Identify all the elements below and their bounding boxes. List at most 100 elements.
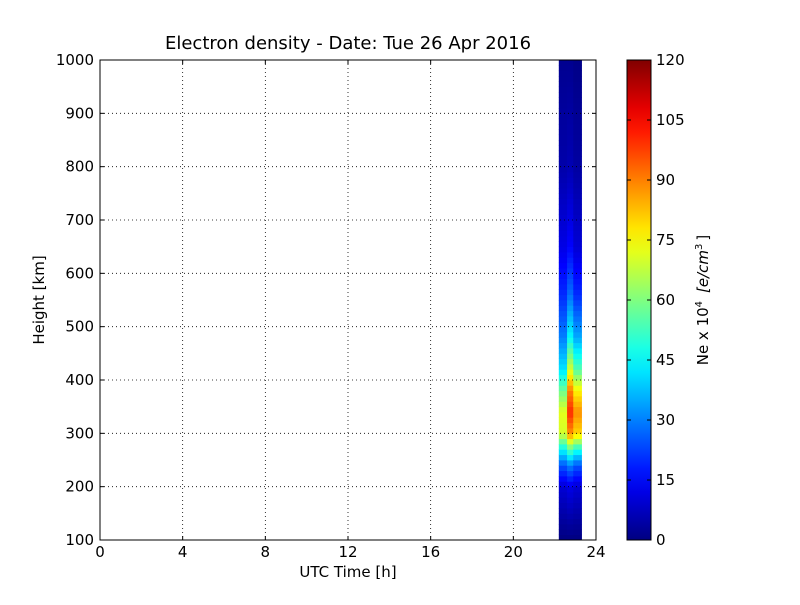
- heatmap-cell: [558, 524, 568, 530]
- heatmap-cell: [558, 369, 568, 376]
- heatmap-cell: [558, 161, 568, 168]
- heatmap-cell: [558, 518, 568, 525]
- y-axis-ticks: 100 200 300 400 500 600 700 800 900 1000: [56, 51, 596, 549]
- heatmap-cell: [558, 497, 568, 504]
- heatmap-cell: [573, 230, 582, 237]
- heatmap-cell: [573, 337, 582, 344]
- heatmap-cell: [567, 134, 574, 141]
- heatmap-cell: [558, 316, 568, 322]
- heatmap-cell: [558, 337, 568, 344]
- heatmap-cell: [573, 198, 582, 205]
- heatmap-cell: [573, 60, 582, 66]
- heatmap-cell: [567, 246, 574, 253]
- heatmap-cell: [573, 513, 582, 520]
- heatmap-cell: [573, 321, 582, 328]
- heatmap-cell: [573, 300, 582, 306]
- colorbar-tick-label: 60: [656, 291, 675, 309]
- heatmap-cell: [558, 145, 568, 152]
- heatmap-cell: [567, 476, 574, 482]
- plot-area: 0 4 8 12 16 20 24 1002003004005006007008009001…: [56, 51, 606, 561]
- heatmap-cell: [573, 252, 582, 258]
- heatmap-cell: [573, 438, 582, 445]
- heatmap-cell: [558, 108, 568, 114]
- heatmap-cell: [567, 145, 574, 152]
- heatmap-cell: [573, 369, 582, 376]
- x-tick-label: 8: [261, 543, 271, 561]
- heatmap-cell: [558, 513, 568, 520]
- heatmap-cell: [573, 182, 582, 189]
- heatmap-cell: [573, 236, 582, 242]
- heatmap-cell: [573, 97, 582, 104]
- heatmap-cell: [573, 156, 582, 162]
- heatmap-cell: [567, 113, 574, 120]
- heatmap-cell: [558, 60, 568, 66]
- heatmap-cell: [573, 204, 582, 210]
- heatmap-cell: [573, 241, 582, 248]
- heatmap-cell: [567, 406, 574, 413]
- heatmap-cell: [558, 374, 568, 381]
- y-tick-label: 900: [65, 104, 94, 122]
- heatmap-cell: [558, 65, 568, 72]
- heatmap-cell: [567, 486, 574, 493]
- heatmap-cell: [558, 353, 568, 360]
- heatmap-cell: [567, 481, 574, 488]
- heatmap-cell: [573, 460, 582, 466]
- heatmap-cell: [567, 225, 574, 232]
- heatmap-cell: [567, 465, 574, 472]
- heatmap-cell: [573, 492, 582, 498]
- heatmap-cell: [567, 326, 574, 333]
- heatmap-cell: [573, 140, 582, 146]
- colorbar-label-units-close: ]: [694, 235, 712, 241]
- heatmap-cell: [558, 86, 568, 93]
- heatmap-cell: [567, 182, 574, 189]
- heatmap-cell: [567, 305, 574, 312]
- heatmap-cell: [567, 454, 574, 461]
- heatmap-cell: [558, 278, 568, 285]
- heatmap-cell: [567, 438, 574, 445]
- y-tick-label: 1000: [56, 51, 94, 69]
- colorbar-tick-label: 105: [656, 111, 685, 129]
- colorbar-tick-label: 120: [656, 51, 685, 69]
- heatmap-cell: [567, 289, 574, 296]
- heatmap-cell: [567, 129, 574, 136]
- x-tick-label: 24: [586, 543, 605, 561]
- heatmap-cell: [567, 278, 574, 285]
- heatmap-cell: [567, 252, 574, 258]
- colorbar-label-exponent: 4: [694, 301, 705, 307]
- heatmap-cell: [558, 358, 568, 365]
- heatmap-cell: [558, 433, 568, 440]
- heatmap-cell: [558, 310, 568, 317]
- heatmap-cell: [567, 81, 574, 88]
- colorbar-tick-label: 45: [656, 351, 675, 369]
- heatmap-cell: [567, 284, 574, 290]
- y-tick-label: 600: [65, 264, 94, 282]
- heatmap-cell: [567, 412, 574, 418]
- heatmap-cell: [573, 518, 582, 525]
- heatmap-cell: [567, 86, 574, 93]
- heatmap-cell: [558, 118, 568, 125]
- heatmap-cell: [573, 76, 582, 82]
- colorbar-ticks: 0 15 30 45 60 75 90 105 120: [627, 51, 685, 549]
- heatmap-cell: [567, 204, 574, 210]
- heatmap-cell: [573, 374, 582, 381]
- heatmap-cell: [567, 380, 574, 386]
- heatmap-cell: [573, 332, 582, 338]
- heatmap-cell: [567, 342, 574, 349]
- heatmap-cell: [567, 108, 574, 114]
- heatmap-cell: [558, 102, 568, 109]
- heatmap-cell: [558, 390, 568, 397]
- heatmap-cell: [567, 513, 574, 520]
- heatmap-cell: [558, 225, 568, 232]
- heatmap-cell: [573, 316, 582, 322]
- y-tick-label: 300: [65, 424, 94, 442]
- heatmap-cell: [573, 353, 582, 360]
- y-tick-label: 100: [65, 531, 94, 549]
- colorbar-tick-label: 30: [656, 411, 675, 429]
- heatmap-cell: [573, 534, 582, 541]
- x-tick-label: 16: [421, 543, 440, 561]
- heatmap-cell: [567, 188, 574, 194]
- heatmap-cell: [558, 70, 568, 77]
- heatmap-cell: [558, 198, 568, 205]
- heatmap-cell: [567, 369, 574, 376]
- heatmap-cell: [567, 337, 574, 344]
